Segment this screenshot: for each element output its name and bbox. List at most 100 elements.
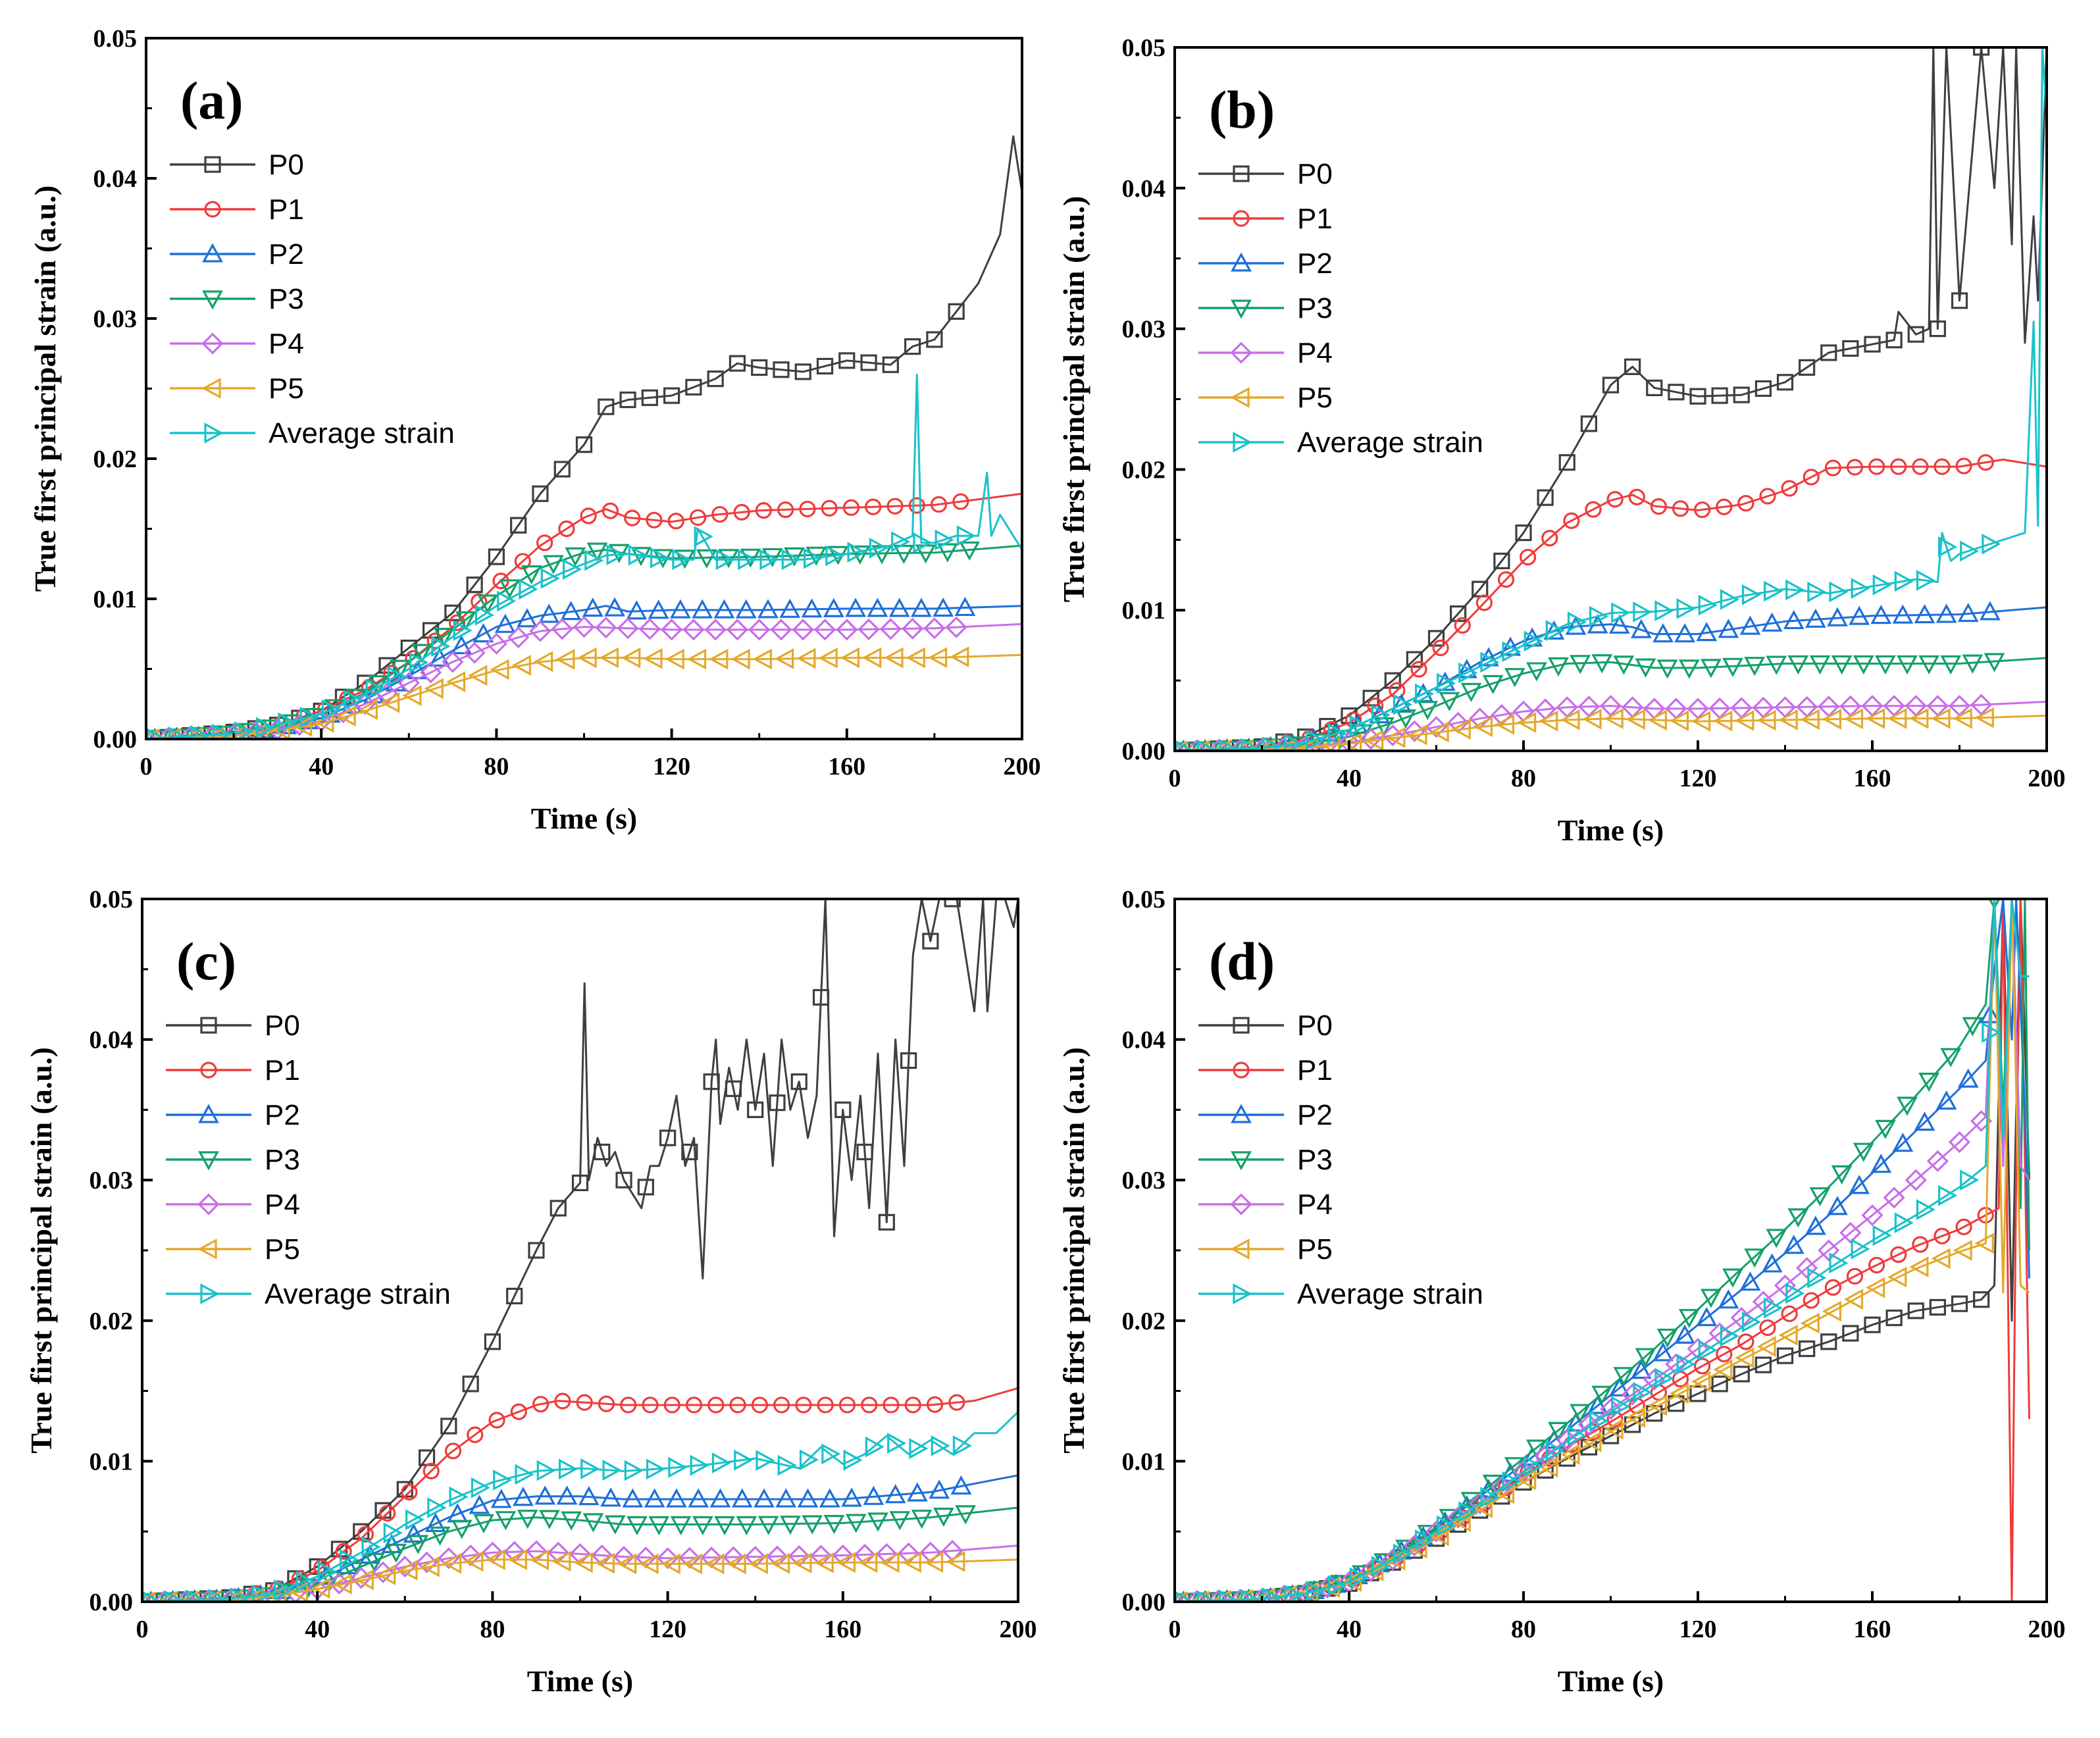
- p1-marker: [1781, 1305, 1798, 1322]
- p3-marker: [1787, 1208, 1809, 1228]
- average-strain-marker: [1415, 683, 1435, 705]
- p3-marker: [740, 548, 761, 568]
- p1-marker: [689, 509, 707, 526]
- p1-marker: [773, 1396, 790, 1414]
- legend-swatch-marker: [197, 1193, 220, 1215]
- p5-marker: [183, 727, 203, 739]
- p5-marker: [858, 1552, 878, 1573]
- p4-marker: [1796, 1257, 1818, 1279]
- average-strain-marker: [405, 1509, 425, 1531]
- p4-marker: [178, 726, 201, 739]
- legend-label-p2: P2: [1297, 1099, 1333, 1131]
- p5-marker: [1582, 708, 1602, 730]
- y-tick-label: 0.03: [1122, 1167, 1166, 1194]
- p1-marker: [952, 493, 969, 510]
- p0-marker: [1842, 1325, 1859, 1342]
- p3-marker: [1548, 1421, 1569, 1441]
- p1-marker: [821, 499, 838, 517]
- p3-marker: [1570, 655, 1591, 675]
- p1-marker: [620, 1396, 637, 1414]
- y-tick-label: 0.05: [1122, 34, 1166, 62]
- p5-marker: [752, 648, 772, 670]
- p2-marker: [1870, 604, 1892, 625]
- y-tick-label: 0.00: [90, 1589, 134, 1616]
- p0-marker: [751, 359, 768, 376]
- p5-line: [146, 653, 1022, 739]
- p3-marker: [608, 544, 630, 563]
- legend-entry-p4: P4: [170, 328, 304, 360]
- x-tick-label: 120: [649, 1616, 686, 1643]
- p5-marker: [311, 1577, 330, 1599]
- p3-marker: [565, 547, 586, 567]
- legend-swatch-marker: [204, 422, 224, 444]
- p4-marker: [1818, 1239, 1840, 1262]
- p1-marker: [1803, 469, 1820, 486]
- p0-marker: [1515, 524, 1532, 542]
- p0-marker: [528, 1242, 545, 1259]
- panel-c-legend: P0 P1 P2 P3 P4 P5 Average strain: [166, 1010, 451, 1310]
- p3-marker: [718, 549, 740, 569]
- p0-marker: [1929, 1298, 1946, 1316]
- p0-marker: [1711, 387, 1728, 404]
- p1-marker: [1934, 458, 1951, 475]
- p4-marker: [146, 728, 157, 739]
- p1-marker: [861, 1396, 878, 1414]
- p2-marker: [1696, 1306, 1718, 1327]
- p0-marker: [703, 1073, 720, 1090]
- p2-marker: [1696, 622, 1718, 642]
- average-strain-marker: [738, 549, 757, 571]
- panel-a-series-p3: [146, 541, 1022, 739]
- x-tick-label: 160: [1854, 765, 1891, 792]
- p3-marker: [867, 1512, 888, 1532]
- p1-marker: [865, 498, 882, 515]
- p4-marker: [1175, 1591, 1186, 1602]
- p0-marker: [510, 517, 527, 534]
- y-tick-label: 0.02: [1122, 1308, 1166, 1335]
- p5-marker: [1626, 1406, 1645, 1428]
- average-strain-marker: [734, 1449, 754, 1471]
- p5-marker: [771, 1552, 790, 1574]
- p3-marker: [407, 1535, 429, 1554]
- average-strain-marker: [1589, 605, 1609, 627]
- p5-marker: [1866, 1277, 1885, 1298]
- average-strain-marker: [580, 1458, 600, 1479]
- legend-swatch-marker: [1230, 1239, 1250, 1260]
- average-strain-marker: [1218, 738, 1239, 751]
- p5-marker: [906, 647, 925, 669]
- p0-marker: [550, 1200, 567, 1217]
- p0-marker: [1558, 454, 1575, 471]
- p4-marker: [153, 1590, 175, 1602]
- panel-d-legend: P0 P1 P2 P3 P4 P5 Average strain: [1198, 1010, 1483, 1310]
- p0-marker: [769, 1094, 786, 1112]
- p3-marker: [1962, 1017, 1984, 1036]
- panel-b-y-axis-title: True first principal strain (a.u.): [1057, 196, 1090, 603]
- p5-marker: [1909, 1256, 1929, 1278]
- p4-marker: [1599, 1398, 1622, 1420]
- p1-marker: [1890, 1246, 1907, 1264]
- p5-marker: [686, 648, 707, 670]
- p3-marker: [1525, 1439, 1547, 1459]
- p2-marker: [578, 1486, 600, 1506]
- p2-marker: [1369, 703, 1391, 724]
- legend-swatch-marker: [1231, 1151, 1252, 1171]
- p2-marker: [315, 1566, 337, 1585]
- average-strain-marker: [344, 689, 363, 711]
- p4-marker: [923, 617, 946, 640]
- legend-entry-average-strain: Average strain: [1198, 426, 1483, 459]
- legend-swatch-marker: [1230, 342, 1252, 364]
- p4-marker: [328, 1572, 351, 1595]
- x-tick-label: 160: [824, 1616, 861, 1643]
- p2-marker: [1805, 608, 1826, 628]
- legend-label-p0: P0: [265, 1010, 300, 1042]
- average-strain-marker: [256, 717, 276, 738]
- panel-c-series-p0: [142, 899, 1018, 1602]
- p1-marker: [795, 1396, 812, 1414]
- p5-marker: [380, 692, 400, 713]
- p1-marker: [1781, 480, 1798, 497]
- p2-marker: [841, 1487, 863, 1507]
- legend-swatch-marker: [201, 378, 221, 399]
- average-strain-marker: [1720, 1325, 1739, 1347]
- p0-marker: [575, 436, 593, 453]
- legend-entry-p1: P1: [1198, 1054, 1333, 1086]
- p0-marker: [1689, 1385, 1706, 1402]
